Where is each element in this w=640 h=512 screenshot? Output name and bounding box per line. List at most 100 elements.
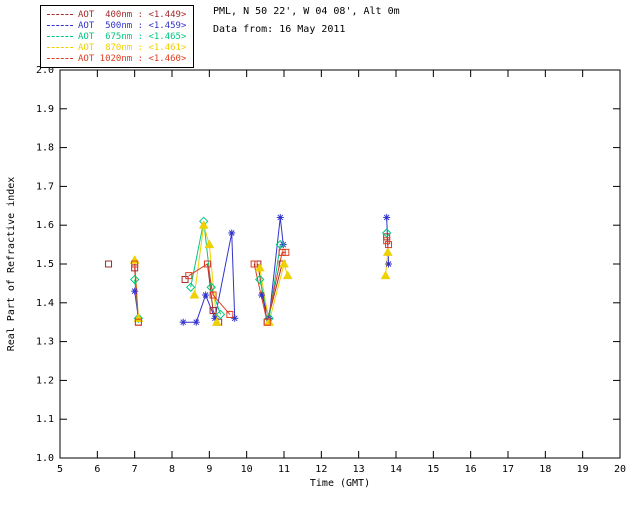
square-marker bbox=[131, 260, 139, 268]
legend-item-aot-500nm: AOT 500nm : <1.459> bbox=[47, 20, 186, 31]
x-tick-label: 16 bbox=[465, 464, 477, 475]
legend-label-400nm: AOT 400nm : <1.449> bbox=[78, 9, 187, 20]
legend-item-aot-675nm: AOT 675nm : <1.465> bbox=[47, 31, 186, 42]
x-tick-label: 5 bbox=[57, 464, 63, 475]
y-tick-label: 1.5 bbox=[36, 259, 54, 270]
triangle-marker bbox=[189, 290, 200, 299]
diamond-marker bbox=[215, 309, 226, 320]
asterisk-marker bbox=[202, 292, 209, 298]
triangle-marker bbox=[198, 220, 209, 229]
square-marker bbox=[278, 248, 286, 256]
y-tick-label: 1.8 bbox=[36, 143, 54, 154]
y-axis-label: Real Part of Refractive index bbox=[6, 177, 17, 352]
x-tick-label: 14 bbox=[390, 464, 402, 475]
y-tick-label: 1.6 bbox=[36, 220, 54, 231]
diamond-marker bbox=[185, 282, 196, 292]
square-marker bbox=[263, 318, 271, 326]
data-date-text: Data from: 16 May 2011 bbox=[213, 24, 346, 35]
legend-line-sample-870nm bbox=[47, 47, 73, 48]
square-marker bbox=[385, 241, 393, 249]
square-marker bbox=[383, 237, 391, 245]
site-location-text: PML, N 50 22', W 04 08', Alt 0m bbox=[213, 6, 400, 17]
square-marker bbox=[282, 248, 290, 256]
legend: AOT 400nm : <1.449> AOT 500nm : <1.459> … bbox=[40, 5, 195, 68]
triangle-marker bbox=[211, 317, 222, 326]
asterisk-marker bbox=[212, 315, 218, 322]
triangle-marker bbox=[382, 247, 393, 256]
square-marker bbox=[203, 260, 211, 268]
legend-line-sample-1020nm bbox=[47, 58, 73, 59]
legend-label-870nm: AOT 870nm : <1.461> bbox=[78, 42, 187, 53]
series-line bbox=[190, 221, 222, 315]
legend-line-sample-675nm bbox=[47, 36, 73, 37]
x-tick-label: 13 bbox=[353, 464, 365, 475]
asterisk-marker bbox=[277, 214, 284, 221]
plot-header: PML, N 50 22', W 04 08', Alt 0m Data fro… bbox=[213, 6, 400, 36]
series-line bbox=[253, 251, 286, 323]
y-tick-label: 1.7 bbox=[36, 181, 54, 192]
y-tick-label: 1.2 bbox=[36, 375, 54, 386]
x-tick-label: 18 bbox=[539, 464, 551, 475]
asterisk-marker bbox=[280, 241, 287, 248]
square-marker bbox=[250, 260, 258, 268]
y-tick-label: 2.0 bbox=[36, 65, 54, 76]
triangle-marker bbox=[254, 262, 265, 272]
asterisk-marker bbox=[231, 315, 238, 322]
diamond-marker bbox=[381, 228, 392, 238]
x-tick-label: 12 bbox=[315, 464, 327, 475]
plot-frame bbox=[59, 69, 621, 459]
square-marker bbox=[181, 276, 189, 284]
y-tick-label: 1.1 bbox=[36, 414, 54, 425]
diamond-marker bbox=[129, 274, 140, 285]
diamond-marker bbox=[133, 313, 144, 324]
triangle-marker bbox=[204, 239, 215, 249]
square-marker bbox=[209, 307, 217, 315]
triangle-marker bbox=[380, 270, 391, 280]
square-marker bbox=[134, 318, 142, 326]
x-tick-label: 7 bbox=[132, 464, 138, 475]
x-tick-label: 6 bbox=[94, 464, 100, 475]
x-tick-label: 9 bbox=[206, 464, 212, 475]
legend-label-1020nm: AOT 1020nm : <1.460> bbox=[78, 53, 187, 64]
diamond-marker bbox=[275, 239, 285, 250]
square-marker bbox=[226, 310, 234, 318]
asterisk-marker bbox=[193, 319, 200, 326]
triangle-marker bbox=[282, 270, 293, 280]
series-line bbox=[261, 217, 284, 319]
y-tick-label: 1.3 bbox=[36, 337, 54, 348]
x-tick-label: 19 bbox=[577, 464, 589, 475]
square-marker bbox=[105, 260, 113, 268]
asterisk-marker bbox=[385, 261, 392, 267]
square-marker bbox=[131, 264, 139, 272]
x-axis-label: Time (GMT) bbox=[310, 478, 370, 489]
x-tick-label: 8 bbox=[169, 464, 175, 475]
x-tick-label: 10 bbox=[241, 464, 253, 475]
asterisk-marker bbox=[131, 288, 138, 295]
legend-line-sample-500nm bbox=[47, 25, 73, 26]
legend-item-aot-1020nm: AOT 1020nm : <1.460> bbox=[47, 53, 186, 64]
y-tick-label: 1.0 bbox=[36, 453, 54, 464]
asterisk-marker bbox=[258, 292, 265, 298]
legend-item-aot-400nm: AOT 400nm : <1.449> bbox=[47, 9, 186, 20]
x-tick-label: 11 bbox=[278, 464, 290, 475]
legend-item-aot-870nm: AOT 870nm : <1.461> bbox=[47, 42, 186, 53]
diamond-marker bbox=[206, 282, 216, 292]
square-marker bbox=[209, 291, 217, 299]
legend-line-sample-400nm bbox=[47, 14, 73, 15]
diamond-marker bbox=[255, 274, 265, 285]
series-line bbox=[193, 225, 218, 323]
asterisk-marker bbox=[383, 214, 390, 221]
square-marker bbox=[185, 272, 193, 280]
x-tick-label: 17 bbox=[502, 464, 514, 475]
x-tick-label: 20 bbox=[614, 464, 626, 475]
asterisk-marker bbox=[228, 230, 235, 236]
y-tick-label: 1.9 bbox=[36, 104, 54, 115]
square-marker bbox=[383, 233, 391, 241]
legend-label-500nm: AOT 500nm : <1.459> bbox=[78, 20, 187, 31]
legend-label-675nm: AOT 675nm : <1.465> bbox=[78, 31, 187, 42]
series-line bbox=[188, 263, 231, 315]
y-tick-label: 1.4 bbox=[36, 298, 54, 309]
series-line bbox=[386, 217, 390, 265]
